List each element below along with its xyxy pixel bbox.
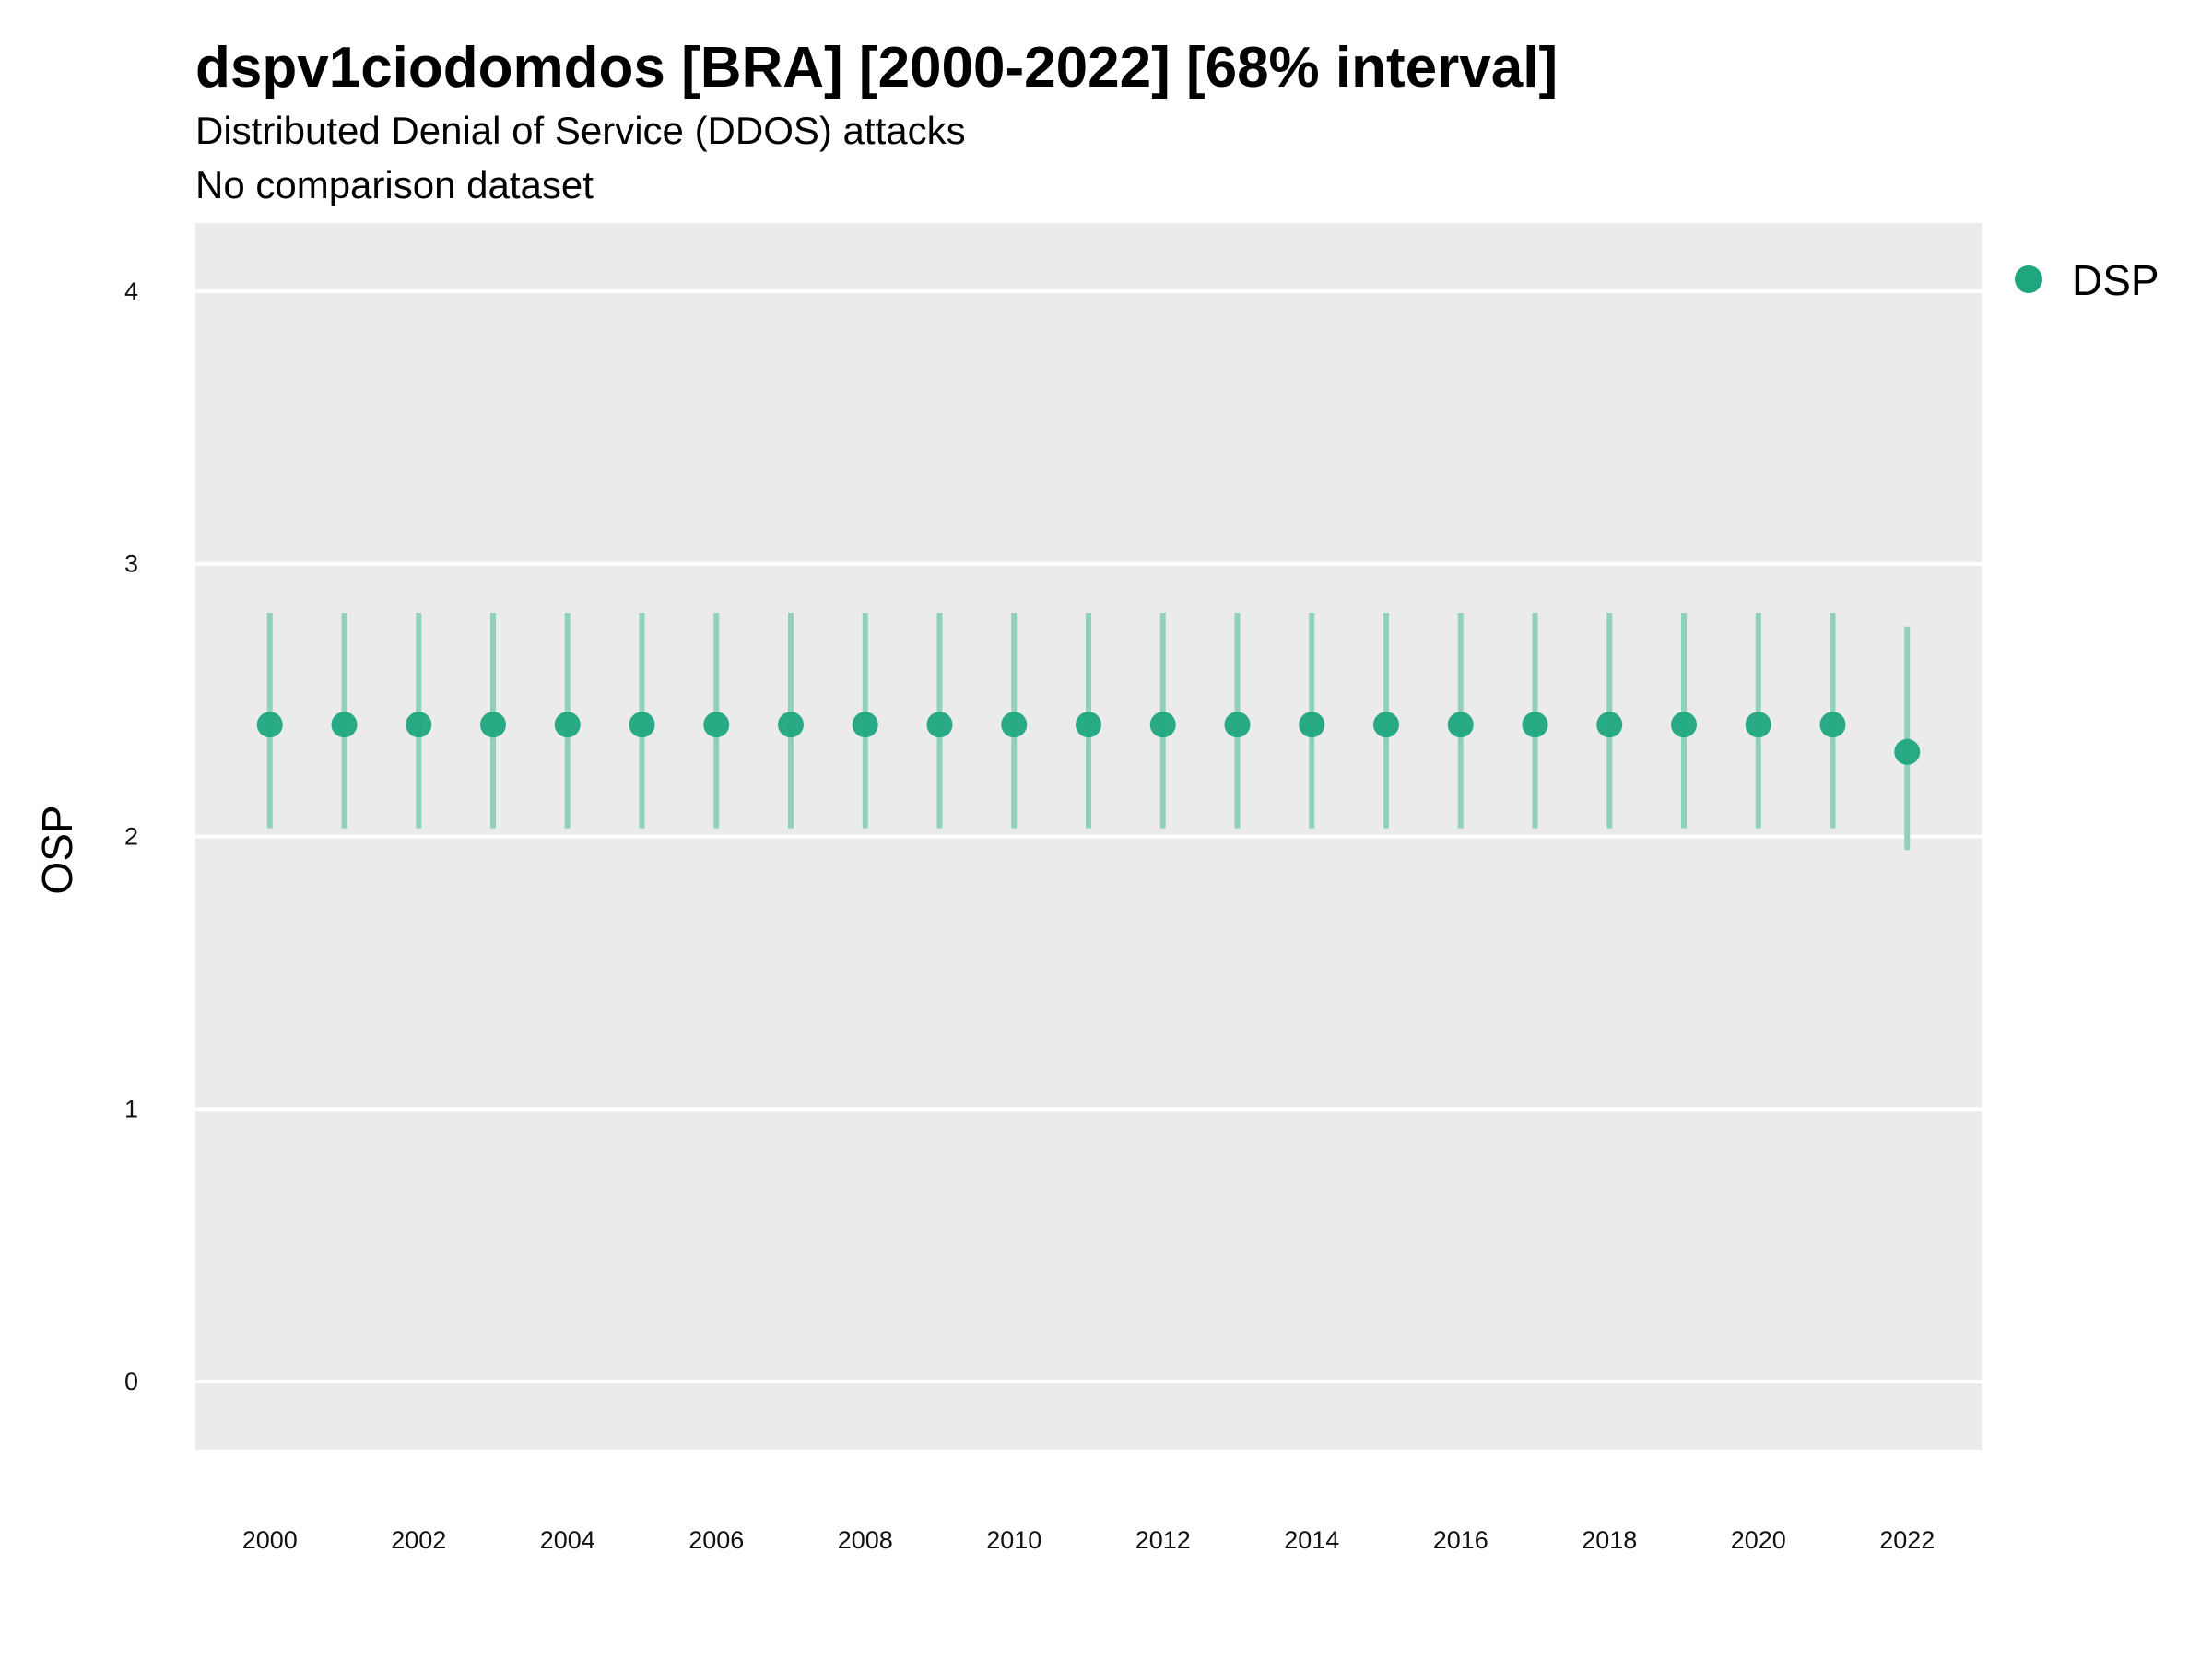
x-tick-label: 2000 bbox=[242, 1526, 298, 1554]
data-point bbox=[406, 712, 432, 738]
y-tick-label: 2 bbox=[124, 823, 138, 851]
x-tick-label: 2012 bbox=[1135, 1526, 1191, 1554]
data-points bbox=[256, 712, 1921, 765]
data-point bbox=[1299, 712, 1325, 738]
data-point bbox=[1522, 712, 1548, 738]
data-point bbox=[1447, 712, 1474, 738]
data-point bbox=[480, 712, 506, 738]
chart-title: dspv1ciodomdos [BRA] [2000-2022] [68% in… bbox=[195, 36, 1558, 100]
data-point bbox=[1149, 712, 1176, 738]
data-point bbox=[703, 712, 730, 738]
y-axis-label: OSP bbox=[33, 805, 81, 894]
x-tick-label: 2010 bbox=[986, 1526, 1041, 1554]
data-point bbox=[1076, 712, 1101, 738]
x-tick-label: 2022 bbox=[1879, 1526, 1935, 1554]
data-point bbox=[256, 712, 283, 738]
legend-label-dsp: DSP bbox=[2072, 256, 2159, 304]
chart-subtitle-line-2: No comparison dataset bbox=[195, 163, 594, 206]
y-tick-label: 3 bbox=[124, 550, 138, 578]
data-point bbox=[1745, 712, 1771, 738]
data-point bbox=[1671, 712, 1697, 738]
y-tick-label: 4 bbox=[124, 277, 138, 305]
x-tick-label: 2014 bbox=[1284, 1526, 1339, 1554]
data-point bbox=[1894, 738, 1921, 765]
data-point bbox=[778, 712, 804, 738]
legend: DSP bbox=[2015, 256, 2159, 304]
legend-key-dsp bbox=[2015, 265, 2042, 293]
y-tick-label: 1 bbox=[124, 1095, 138, 1123]
x-axis-ticks: 2000 2002 2004 2006 2008 2010 2012 2014 2016 2018… bbox=[242, 1526, 1936, 1554]
x-tick-label: 2018 bbox=[1582, 1526, 1637, 1554]
x-tick-label: 2008 bbox=[838, 1526, 893, 1554]
y-tick-label: 0 bbox=[124, 1368, 138, 1395]
data-point bbox=[926, 712, 953, 738]
data-point bbox=[1224, 712, 1251, 738]
data-point bbox=[1373, 712, 1399, 738]
x-tick-label: 2006 bbox=[688, 1526, 744, 1554]
data-point bbox=[331, 712, 358, 738]
x-tick-label: 2004 bbox=[540, 1526, 595, 1554]
x-tick-label: 2020 bbox=[1731, 1526, 1786, 1554]
chart-subtitle-line-1: Distributed Denial of Service (DDOS) att… bbox=[195, 109, 966, 152]
x-tick-label: 2016 bbox=[1433, 1526, 1488, 1554]
y-axis-ticks: 0 1 2 3 4 bbox=[124, 277, 138, 1395]
data-point bbox=[1596, 712, 1623, 738]
x-tick-label: 2002 bbox=[391, 1526, 446, 1554]
data-point bbox=[1819, 712, 1846, 738]
data-point bbox=[1001, 712, 1028, 738]
data-point bbox=[554, 712, 581, 738]
data-point bbox=[852, 712, 878, 738]
gridlines bbox=[195, 288, 1982, 1384]
data-point bbox=[629, 712, 655, 738]
